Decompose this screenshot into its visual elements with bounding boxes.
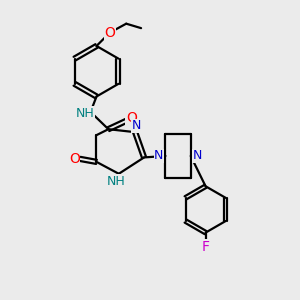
Text: F: F (202, 240, 210, 254)
Text: N: N (132, 119, 141, 132)
Text: O: O (104, 26, 115, 40)
Text: N: N (154, 149, 164, 162)
Text: O: O (126, 111, 137, 125)
Text: O: O (69, 152, 80, 166)
Text: N: N (193, 149, 202, 162)
Text: NH: NH (106, 175, 125, 188)
Text: NH: NH (76, 107, 94, 120)
